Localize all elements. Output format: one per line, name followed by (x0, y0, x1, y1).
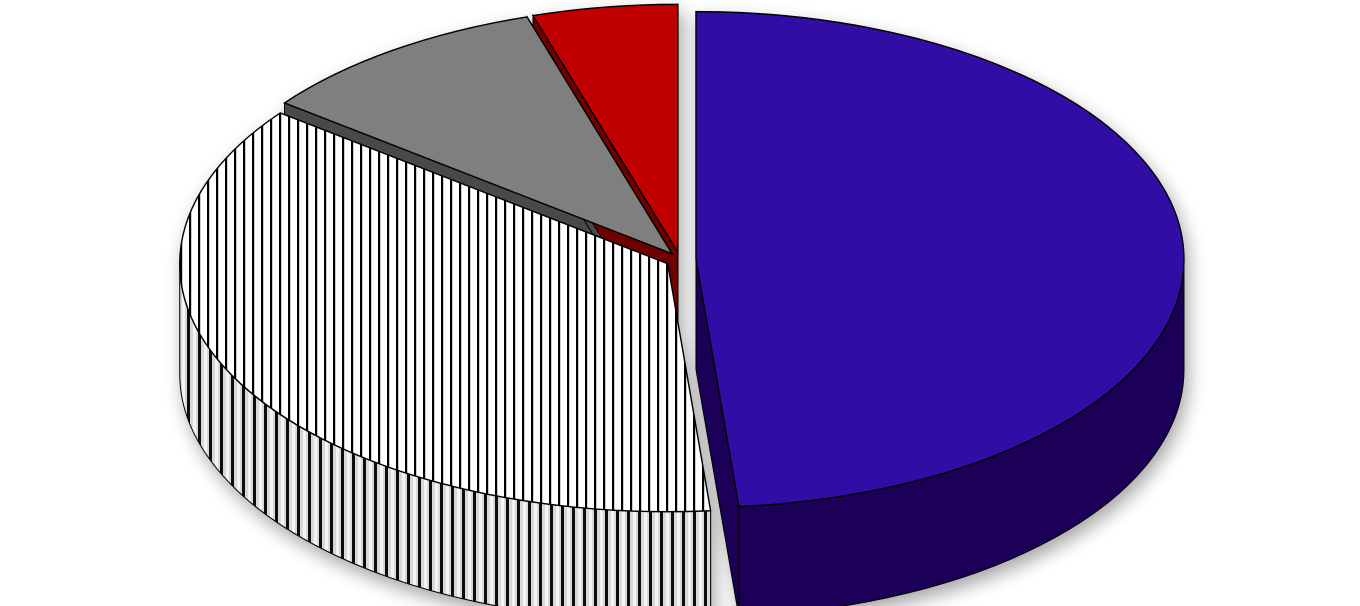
slice-striped (179, 112, 712, 513)
slice-blue (695, 10, 1185, 508)
slice-red (531, 3, 679, 255)
slice-gray (283, 16, 674, 256)
